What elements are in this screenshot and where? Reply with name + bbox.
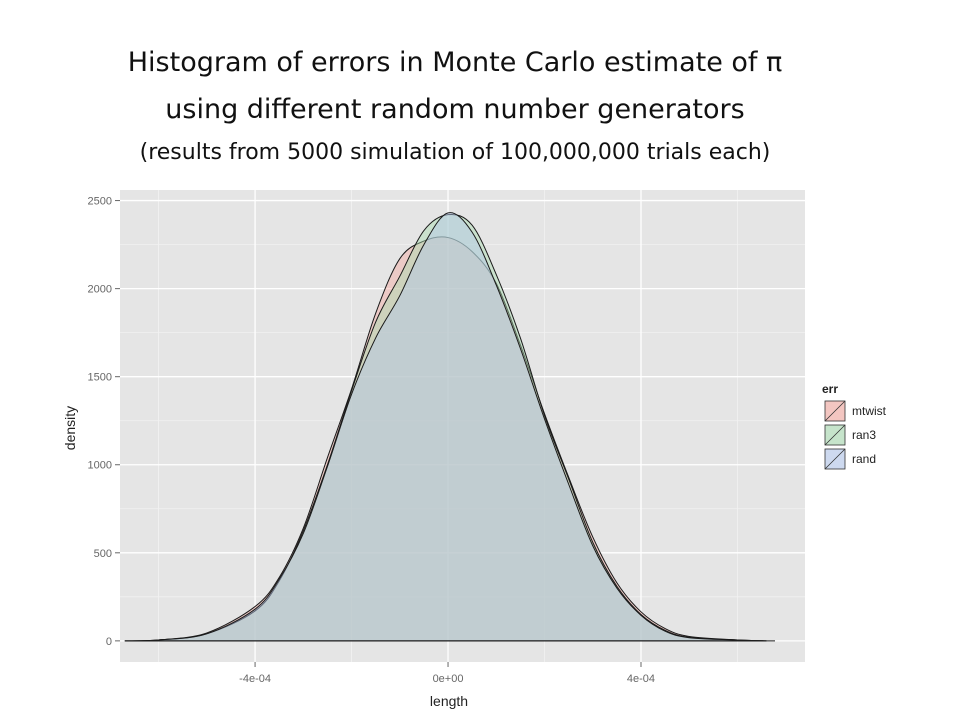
y-axis-label: density: [62, 406, 78, 450]
chart-title-line-2: using different random number generators: [165, 94, 745, 125]
y-tick-label: 500: [94, 548, 112, 560]
legend-label-mtwist: mtwist: [852, 404, 887, 418]
y-tick-label: 1500: [88, 372, 112, 384]
x-axis: -4e-04 0e+00 4e-04: [239, 662, 655, 685]
y-tick-label: 0: [106, 636, 112, 648]
y-tick-label: 2000: [88, 284, 112, 296]
density-area-mtwist: [124, 236, 767, 642]
legend-swatch-slash: [824, 400, 846, 422]
x-axis-label: length: [430, 693, 468, 709]
y-tick-label: 2500: [88, 196, 112, 208]
chart-title-line-1: Histogram of errors in Monte Carlo estim…: [127, 47, 783, 78]
chart-subtitle: (results from 5000 simulation of 100,000…: [139, 140, 771, 165]
x-tick-label: 4e-04: [627, 673, 655, 685]
legend-title: err: [822, 382, 838, 396]
legend-swatch-slash: [824, 448, 846, 470]
density-area-ran3: [124, 213, 767, 642]
x-tick-label: -4e-04: [239, 673, 271, 685]
y-axis: 0 500 1000 1500 2000 2500: [88, 196, 120, 648]
y-tick-label: 1000: [88, 460, 112, 472]
minor-grid: [120, 190, 805, 662]
density-area-rand: [124, 212, 767, 642]
plot-panel: [120, 190, 805, 662]
density-areas: [124, 212, 767, 642]
x-tick-label: 0e+00: [433, 673, 464, 685]
legend-label-rand: rand: [852, 452, 876, 466]
legend-label-ran3: ran3: [852, 428, 876, 442]
legend-swatch-slash: [824, 424, 846, 446]
legend: err mtwist ran3 rand: [822, 382, 887, 471]
